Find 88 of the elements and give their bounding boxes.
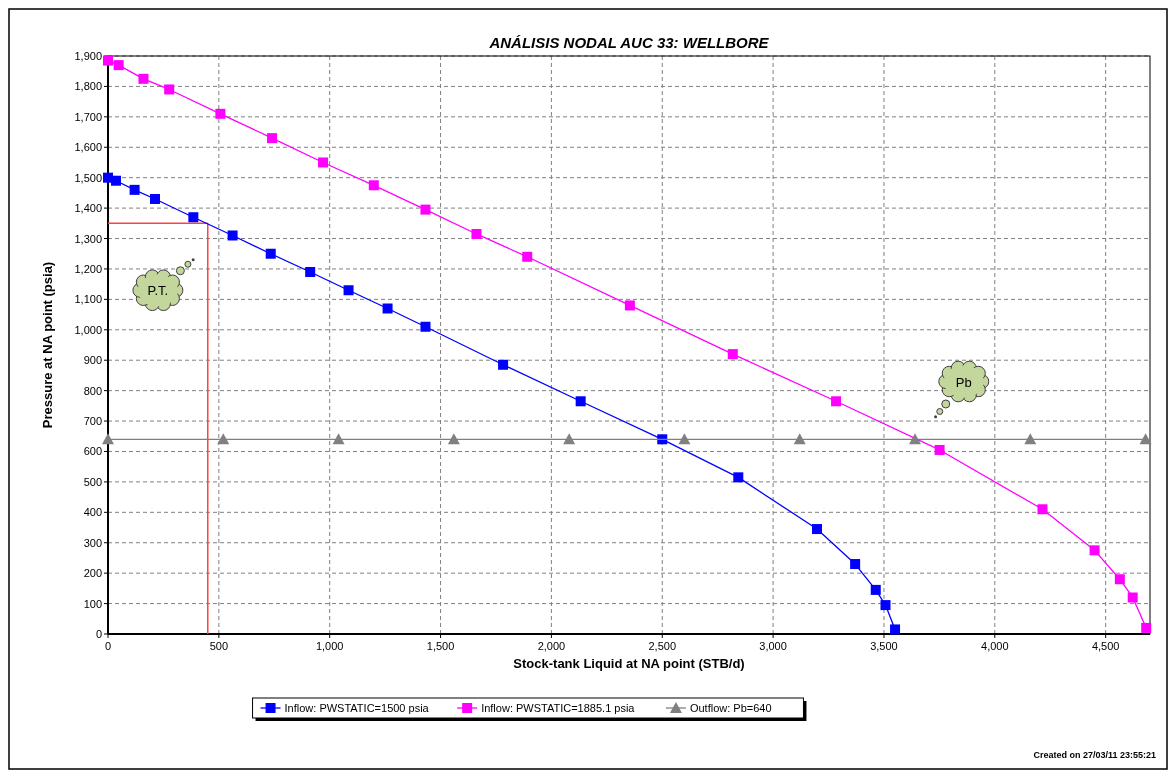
y-tick-label: 1,300 xyxy=(74,232,102,245)
point xyxy=(265,248,276,259)
legend-label: Outflow: Pb=640 xyxy=(689,702,772,714)
chart-title: ANÁLISIS NODAL AUC 33: WELLBORE xyxy=(488,34,770,51)
point xyxy=(880,600,891,611)
x-tick-label: 500 xyxy=(209,640,229,652)
point xyxy=(909,433,921,445)
y-tick-label: 300 xyxy=(83,536,102,549)
point xyxy=(733,472,744,483)
point xyxy=(188,212,199,223)
x-tick-label: 4,000 xyxy=(981,640,1009,652)
point xyxy=(793,433,806,445)
y-tick-label: 200 xyxy=(83,567,102,580)
y-tick-label: 1,500 xyxy=(74,171,102,184)
point xyxy=(150,193,160,204)
point xyxy=(1141,622,1152,633)
point xyxy=(575,396,586,407)
y-tick-label: 1,700 xyxy=(74,110,102,123)
x-tick-label: 2,000 xyxy=(537,640,566,652)
point xyxy=(1114,574,1125,585)
point xyxy=(850,559,861,570)
point xyxy=(318,157,329,168)
y-tick-label: 500 xyxy=(83,475,102,488)
point xyxy=(420,204,431,215)
y-tick-label: 1,800 xyxy=(74,80,102,93)
text: Created on 27/03/11 23:55:21 xyxy=(1033,750,1156,760)
point xyxy=(624,300,635,311)
point xyxy=(113,60,124,71)
point xyxy=(138,73,149,84)
x-tick-label: 0 xyxy=(104,640,112,652)
legend-label: Inflow: PWSTATIC=1885.1 psia xyxy=(481,702,636,714)
y-tick-label: 1,400 xyxy=(74,202,102,215)
point xyxy=(164,84,175,95)
point xyxy=(227,230,238,241)
y-axis-title: Pressure at NA point (psia) xyxy=(40,261,55,429)
point xyxy=(305,266,316,277)
point xyxy=(447,433,460,445)
legend-label: Inflow: PWSTATIC=1500 psia xyxy=(284,702,430,714)
y-tick-label: 700 xyxy=(83,415,102,428)
y-tick-label: 1,900 xyxy=(74,50,102,62)
point xyxy=(1089,545,1100,556)
x-tick-label: 1,000 xyxy=(315,640,344,652)
point xyxy=(382,303,393,314)
y-tick-label: 1,000 xyxy=(74,323,102,336)
point xyxy=(657,434,668,445)
y-tick-label: 100 xyxy=(83,597,102,610)
point xyxy=(102,433,114,445)
point xyxy=(498,359,509,370)
point xyxy=(831,396,842,407)
point xyxy=(215,108,226,119)
point xyxy=(103,55,113,66)
point xyxy=(110,175,121,186)
point xyxy=(1139,433,1152,445)
x-tick-label: 2,500 xyxy=(648,640,677,652)
point xyxy=(1037,504,1048,515)
y-tick-label: 1,600 xyxy=(74,141,102,154)
point xyxy=(563,433,576,445)
point xyxy=(934,444,945,455)
annotation: Pb xyxy=(955,374,972,390)
x-tick-label: 4,500 xyxy=(1091,640,1120,652)
point xyxy=(217,433,230,445)
x-tick-label: 3,000 xyxy=(759,640,787,652)
point xyxy=(522,251,533,262)
point xyxy=(1024,433,1037,445)
point xyxy=(420,321,431,332)
y-tick-label: 0 xyxy=(95,628,102,640)
point xyxy=(129,184,140,195)
y-tick-label: 1,200 xyxy=(74,262,102,275)
point xyxy=(727,349,738,360)
x-tick-label: 1,500 xyxy=(426,640,455,652)
y-tick-label: 400 xyxy=(83,506,102,519)
point xyxy=(332,433,345,445)
annotation: P.T. xyxy=(147,283,169,299)
x-axis-title: Stock-tank Liquid at NA point (STB/d) xyxy=(513,656,745,671)
point xyxy=(678,433,691,445)
point xyxy=(368,180,379,191)
x-tick-label: 3,500 xyxy=(870,640,898,652)
point xyxy=(812,524,822,535)
point xyxy=(343,285,354,296)
point xyxy=(1127,592,1138,603)
y-tick-label: 600 xyxy=(83,445,102,458)
point xyxy=(870,584,881,595)
y-tick-label: 800 xyxy=(83,384,102,397)
point xyxy=(471,228,482,239)
point xyxy=(890,624,901,635)
point xyxy=(267,133,278,144)
y-tick-label: 1,100 xyxy=(74,293,102,306)
y-tick-label: 900 xyxy=(83,354,102,367)
